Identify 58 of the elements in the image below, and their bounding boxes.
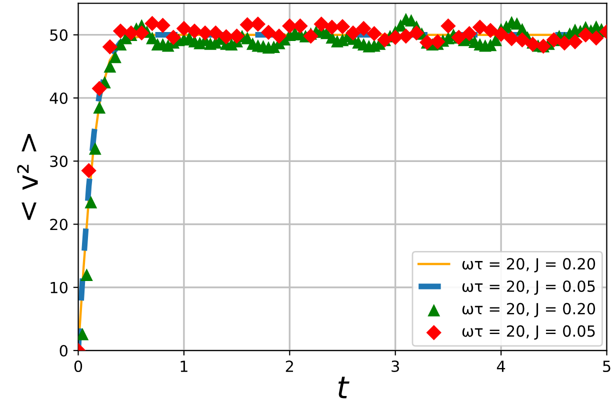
point xyxy=(144,16,160,32)
point xyxy=(176,20,192,36)
point xyxy=(102,39,118,54)
point xyxy=(112,23,128,39)
point xyxy=(514,32,530,48)
point xyxy=(567,34,583,50)
point xyxy=(366,26,382,42)
legend-label: ωτ = 20, J = 0.20 xyxy=(462,258,596,272)
point xyxy=(356,20,372,36)
point xyxy=(292,18,308,34)
point xyxy=(271,28,287,44)
point xyxy=(398,28,414,44)
x-tick-label: 4 xyxy=(496,360,506,372)
point xyxy=(260,24,276,40)
point xyxy=(303,28,318,44)
legend-label: ωτ = 20, J = 0.20 xyxy=(462,302,596,318)
point xyxy=(186,23,202,39)
point xyxy=(472,20,488,35)
point xyxy=(218,29,234,44)
x-tick-label: 1 xyxy=(180,360,188,372)
point xyxy=(240,17,255,32)
point xyxy=(588,30,604,46)
y-tick-label: 30 xyxy=(50,156,68,168)
point xyxy=(166,30,181,45)
y-tick-label: 0 xyxy=(60,344,68,357)
x-tick-label: 0 xyxy=(74,360,82,372)
point xyxy=(81,162,96,178)
point xyxy=(334,19,350,34)
point xyxy=(134,25,150,41)
y-tick-label: 20 xyxy=(50,218,68,230)
point xyxy=(250,16,266,32)
point xyxy=(208,25,224,41)
x-tick-label: 5 xyxy=(603,360,610,372)
point xyxy=(462,26,477,42)
point xyxy=(155,18,170,33)
point xyxy=(92,80,107,96)
y-axis-title: < v² > xyxy=(17,134,38,220)
point xyxy=(525,36,540,52)
legend-label: ωτ = 20, J = 0.05 xyxy=(462,325,595,340)
point xyxy=(388,30,403,45)
x-tick-label: 3 xyxy=(392,360,399,372)
point xyxy=(504,31,520,46)
point xyxy=(482,22,498,38)
point xyxy=(314,16,329,32)
point xyxy=(578,27,594,42)
point xyxy=(440,18,456,34)
point xyxy=(229,28,244,44)
point xyxy=(408,25,424,41)
y-tick-label: 40 xyxy=(50,92,68,104)
y-tick-label: 10 xyxy=(50,282,68,294)
y-tick-label: 50 xyxy=(50,29,68,41)
point xyxy=(556,35,572,51)
point xyxy=(430,34,446,50)
legend-label: ωτ = 20, J = 0.05 xyxy=(462,280,595,295)
x-axis-title: t xyxy=(338,376,350,398)
point xyxy=(493,26,509,42)
x-tick-label: 2 xyxy=(286,360,293,372)
point xyxy=(345,25,361,41)
